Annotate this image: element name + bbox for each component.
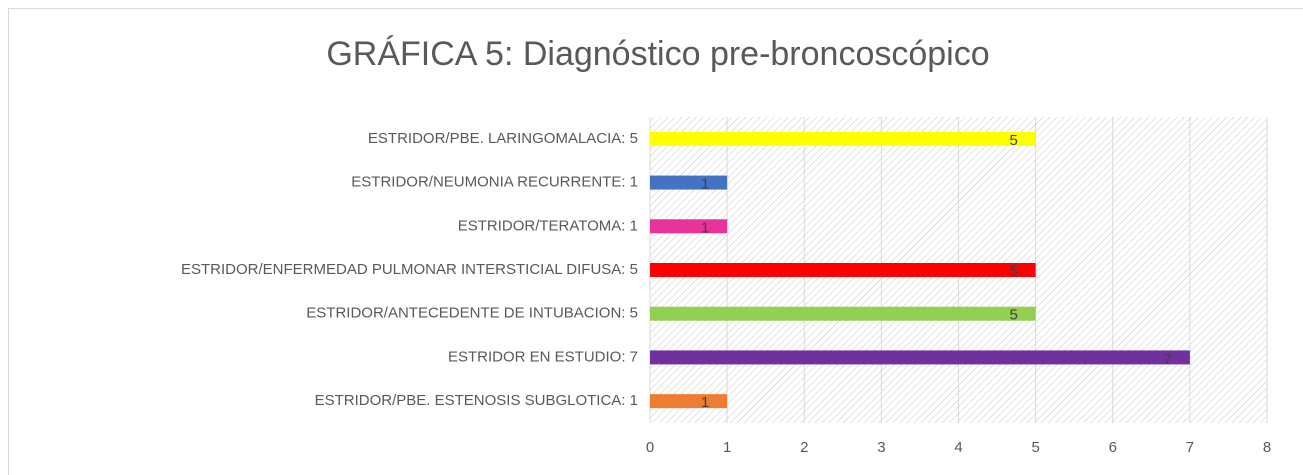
y-tick-label: ESTRIDOR/PBE. ESTENOSIS SUBGLOTICA: 1	[315, 392, 638, 409]
bar	[650, 306, 1036, 321]
x-tick-label: 4	[954, 439, 962, 456]
bar	[650, 219, 728, 234]
data-label: 1	[701, 219, 709, 236]
y-tick-label: ESTRIDOR/TERATOMA: 1	[458, 217, 638, 234]
y-tick-label: ESTRIDOR EN ESTUDIO: 7	[448, 348, 638, 365]
x-tick-label: 2	[800, 439, 808, 456]
bar	[650, 175, 728, 190]
x-tick-label: 1	[723, 439, 731, 456]
x-tick-label: 5	[1031, 439, 1039, 456]
chart-title: GRÁFICA 5: Diagnóstico pre-broncoscópico	[326, 35, 989, 73]
x-tick-label: 7	[1186, 439, 1194, 456]
data-label: 7	[1164, 350, 1172, 367]
data-label: 5	[1009, 132, 1017, 149]
data-label: 1	[701, 176, 709, 193]
x-tick-label: 3	[877, 439, 885, 456]
y-tick-label: ESTRIDOR/PBE. LARINGOMALACIA: 5	[368, 130, 638, 147]
bar	[650, 350, 1190, 365]
x-tick-label: 8	[1263, 439, 1271, 456]
data-label: 5	[1009, 307, 1017, 324]
y-tick-label: ESTRIDOR/ANTECEDENTE DE INTUBACION: 5	[306, 305, 638, 322]
data-label: 1	[701, 394, 709, 411]
bar	[650, 131, 1036, 146]
data-label: 5	[1009, 263, 1017, 280]
bar	[650, 263, 1036, 277]
y-tick-label: ESTRIDOR/NEUMONIA RECURRENTE: 1	[351, 174, 638, 191]
x-tick-label: 0	[646, 439, 654, 456]
x-tick-label: 6	[1109, 439, 1117, 456]
y-tick-label: ESTRIDOR/ENFERMEDAD PULMONAR INTERSTICIA…	[181, 261, 638, 278]
bar	[650, 394, 728, 409]
